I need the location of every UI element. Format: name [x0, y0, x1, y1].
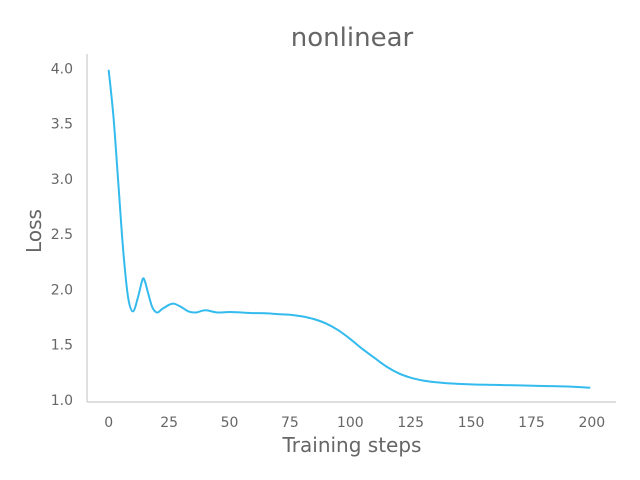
- y-tick-labels: 1.0 1.5 2.0 2.5 3.0 3.5 4.0: [51, 61, 73, 408]
- x-tick-label: 50: [221, 415, 239, 431]
- x-tick-label: 150: [458, 415, 485, 431]
- y-tick-label: 3.5: [51, 117, 73, 133]
- y-tick-label: 2.5: [51, 227, 73, 243]
- x-tick-label: 75: [281, 415, 299, 431]
- x-axis-label: Training steps: [282, 433, 422, 457]
- x-tick-label: 200: [578, 415, 605, 431]
- y-tick-label: 4.0: [51, 61, 73, 77]
- series-line: [107, 69, 591, 389]
- y-tick-label: 1.5: [51, 338, 73, 354]
- x-tick-label: 125: [397, 415, 424, 431]
- x-tick-label: 0: [104, 415, 113, 431]
- chart-title: nonlinear: [291, 23, 414, 53]
- plot-area: [107, 69, 591, 389]
- x-tick-label: 100: [337, 415, 364, 431]
- y-tick-label: 2.0: [51, 282, 73, 298]
- x-tick-label: 25: [160, 415, 178, 431]
- y-tick-label: 1.0: [51, 393, 73, 409]
- x-tick-label: 175: [518, 415, 545, 431]
- x-tick-labels: 0 25 50 75 100 125 150 175 200: [104, 415, 605, 431]
- y-tick-label: 3.0: [51, 172, 73, 188]
- y-axis-label: Loss: [22, 209, 46, 253]
